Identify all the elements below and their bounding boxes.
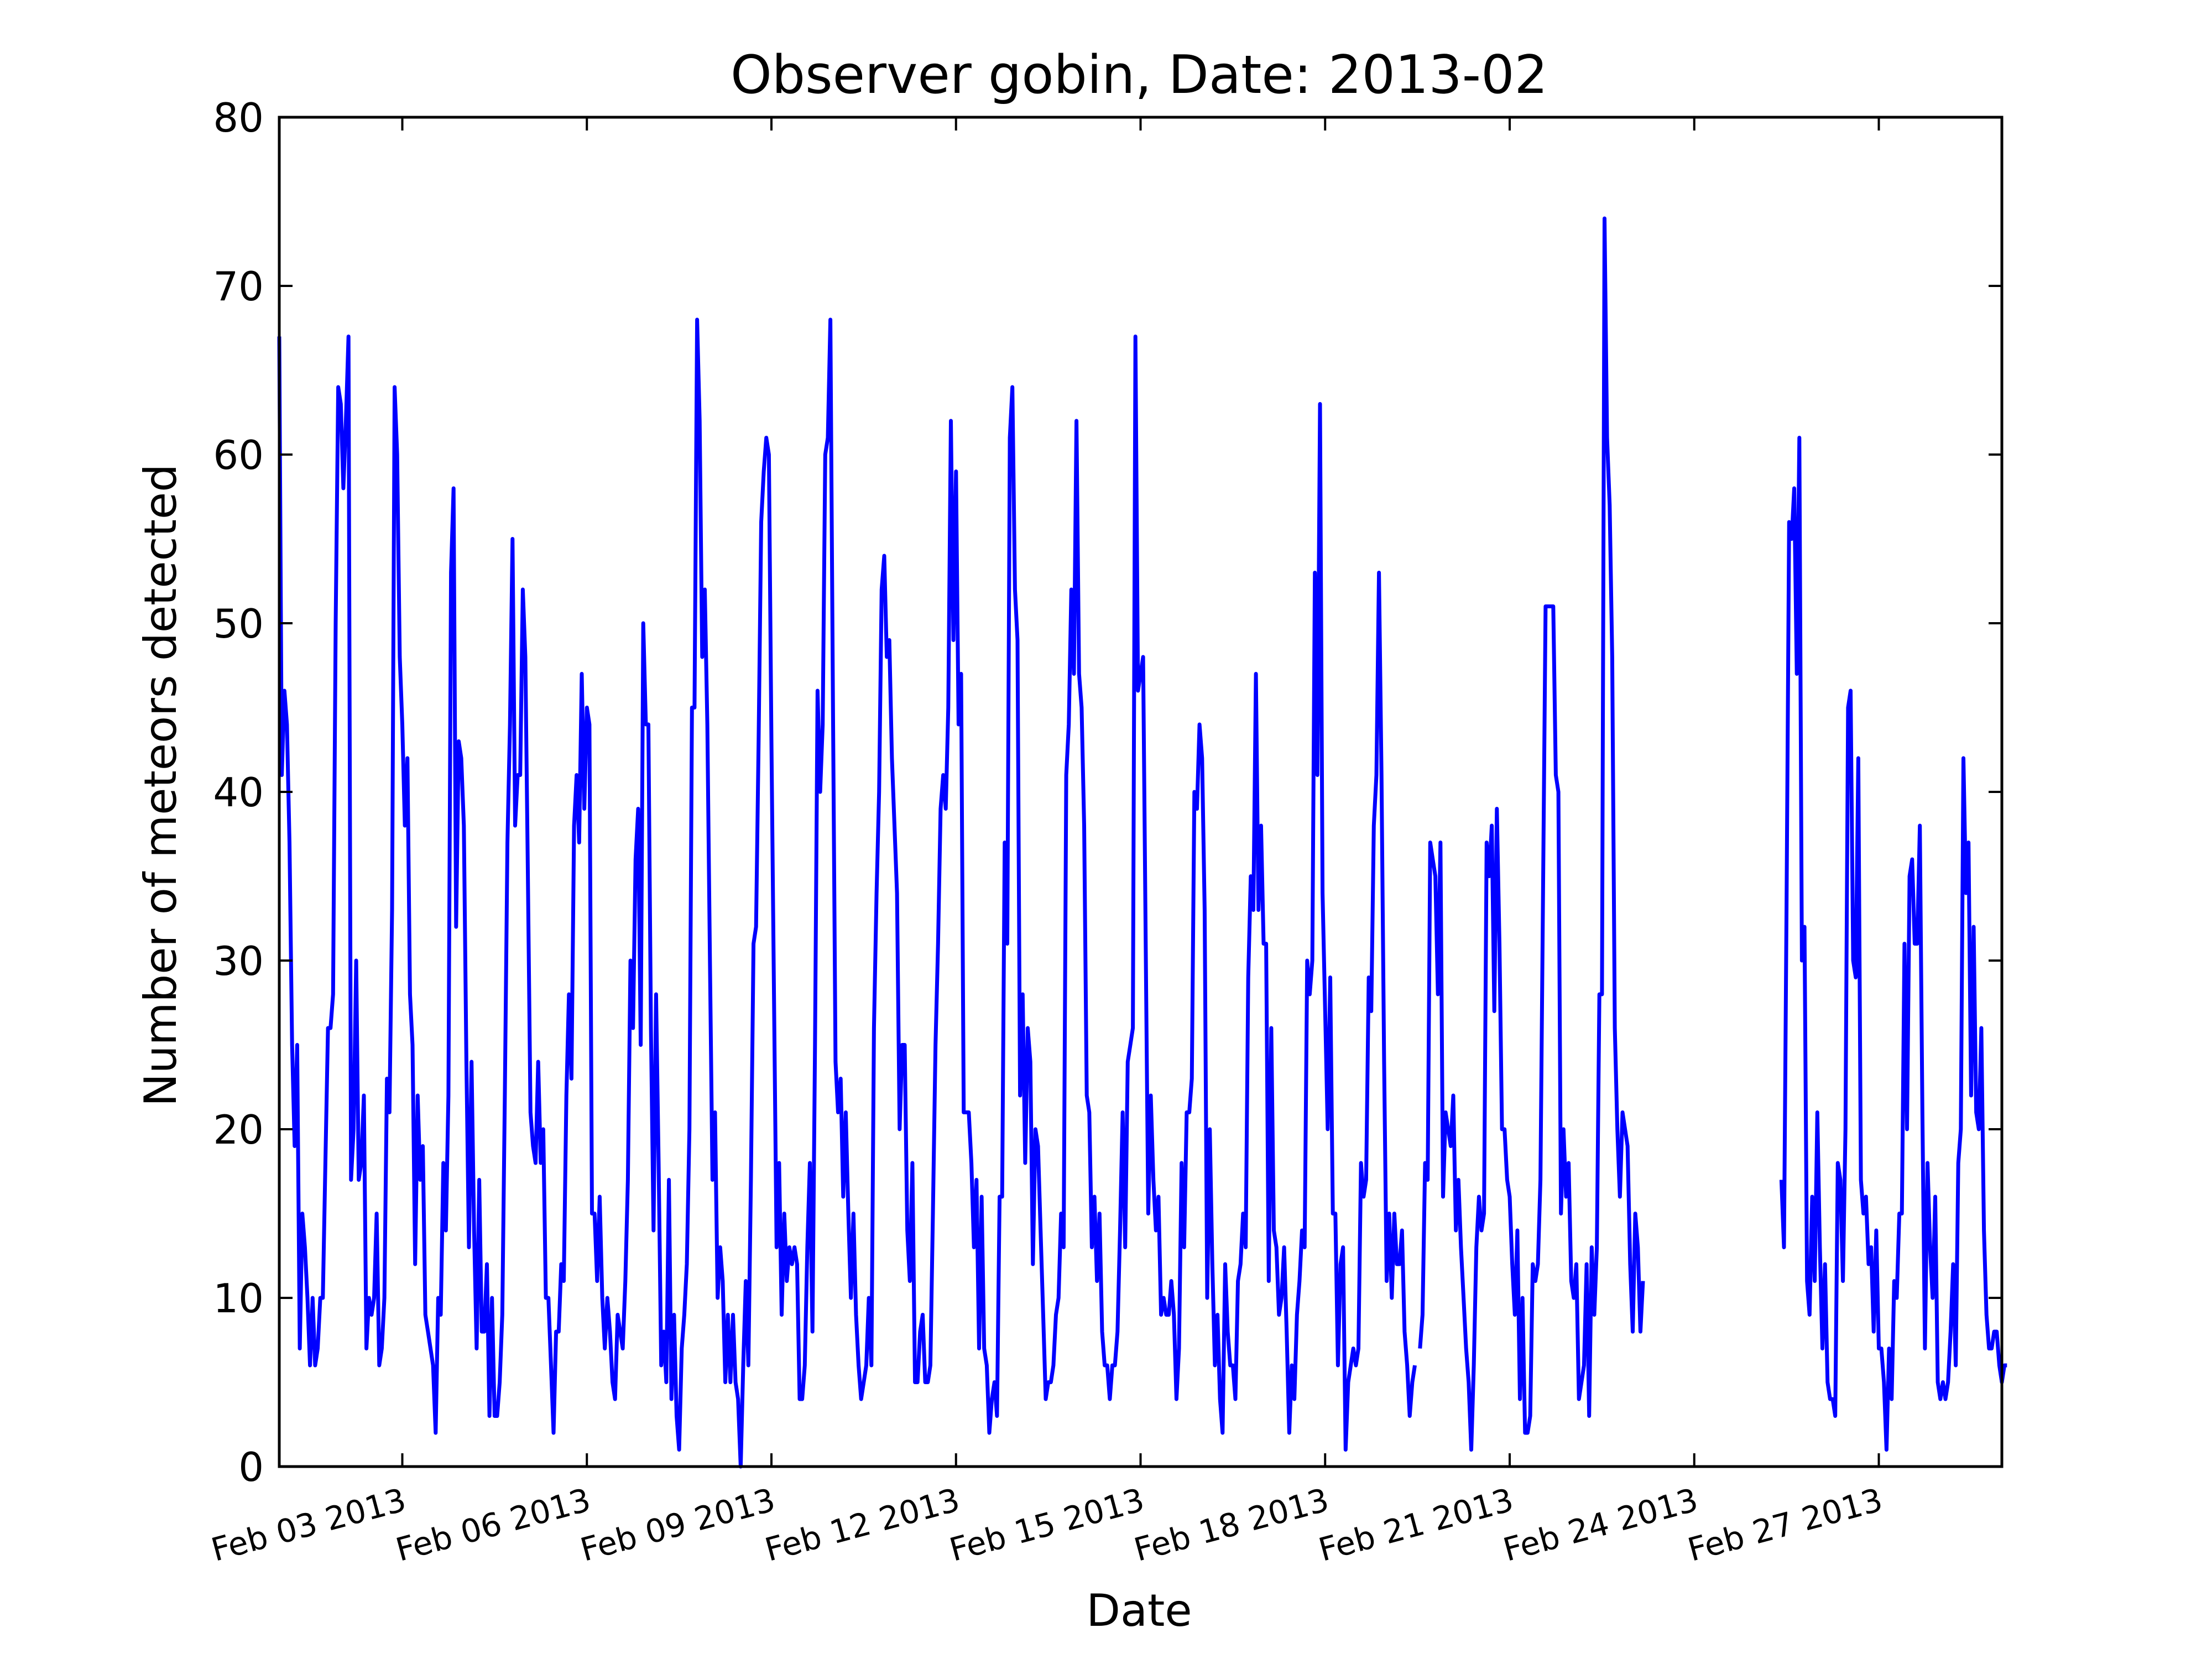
x-axis-label: Date <box>1086 1585 1192 1636</box>
y-tick-label: 70 <box>213 263 264 310</box>
y-tick-label: 20 <box>213 1107 264 1153</box>
y-tick-label: 50 <box>213 601 264 647</box>
y-tick-label: 60 <box>213 432 264 478</box>
y-tick-label: 10 <box>213 1275 264 1322</box>
y-axis-ticks: 0 10 20 30 40 50 60 70 80 <box>213 95 2002 1490</box>
chart-title: Observer gobin, Date: 2013-02 <box>731 45 1548 106</box>
series-line-segment <box>277 216 1645 1469</box>
series-line-segment <box>1779 436 2007 1452</box>
y-axis-label: Number of meteors detected <box>135 464 186 1107</box>
y-tick-label: 0 <box>238 1444 264 1490</box>
y-tick-label: 40 <box>213 769 264 816</box>
y-tick-label: 80 <box>213 95 264 141</box>
y-tick-label: 30 <box>213 938 264 984</box>
